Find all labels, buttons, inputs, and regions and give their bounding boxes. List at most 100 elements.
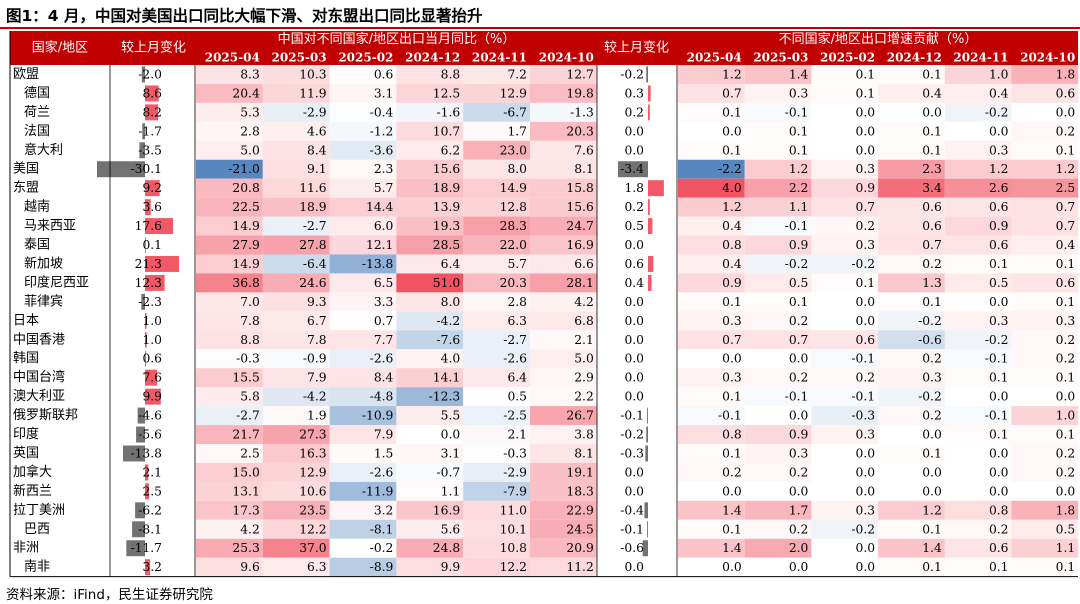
yoy-value: 12.8 bbox=[500, 200, 527, 214]
heat-cell-yoy bbox=[262, 311, 330, 331]
heat-cell-yoy bbox=[329, 83, 397, 103]
contrib-value: 0.2 bbox=[1056, 465, 1076, 479]
yoy-value: 24.5 bbox=[566, 522, 593, 536]
heat-cell-contrib bbox=[678, 273, 745, 293]
region-name: 印度 bbox=[13, 426, 39, 442]
region-name: 南非 bbox=[24, 559, 50, 575]
contrib-value: 0.3 bbox=[789, 446, 809, 460]
change-bar-contrib bbox=[647, 521, 648, 538]
change-bar-yoy bbox=[132, 521, 145, 538]
heat-cell-contrib bbox=[678, 444, 745, 463]
yoy-value: 15.5 bbox=[232, 371, 259, 385]
contrib-value: -0.1 bbox=[851, 352, 875, 366]
change-value-contrib: -0.1 bbox=[620, 409, 644, 423]
heat-cell-yoy bbox=[329, 235, 397, 255]
change-bar-yoy bbox=[142, 123, 145, 140]
contrib-value: 0.3 bbox=[856, 238, 876, 252]
contrib-value: 0.3 bbox=[1056, 314, 1076, 328]
change-bar-yoy bbox=[137, 407, 145, 424]
header-month-yoy: 2025-03 bbox=[272, 51, 327, 65]
heat-cell-contrib bbox=[944, 330, 1012, 350]
heat-cell-contrib bbox=[1011, 519, 1079, 539]
heat-cell-yoy bbox=[329, 330, 397, 350]
heat-cell-yoy bbox=[463, 292, 530, 312]
yoy-value: 11.2 bbox=[566, 560, 593, 574]
contrib-value: 0.2 bbox=[1056, 352, 1076, 366]
contrib-value: 0.0 bbox=[922, 105, 942, 119]
heat-cell-yoy bbox=[396, 368, 464, 388]
heat-cell-contrib bbox=[944, 444, 1012, 463]
change-value-yoy: -4.6 bbox=[138, 409, 162, 423]
heat-cell-contrib bbox=[678, 159, 745, 179]
heat-cell-yoy bbox=[463, 406, 530, 426]
heat-cell-yoy bbox=[196, 216, 263, 236]
heat-cell-contrib bbox=[1011, 311, 1079, 331]
contrib-value: 0.8 bbox=[722, 238, 742, 252]
heat-cell-contrib bbox=[744, 273, 812, 293]
heat-cell-yoy bbox=[329, 216, 397, 236]
heat-cell-contrib bbox=[1011, 83, 1079, 103]
heat-cell-yoy bbox=[396, 292, 464, 312]
heat-cell-contrib bbox=[744, 557, 812, 577]
yoy-value: 1.5 bbox=[374, 446, 394, 460]
yoy-value: 27.8 bbox=[299, 238, 326, 252]
yoy-value: -13.8 bbox=[362, 257, 394, 271]
heat-cell-yoy bbox=[329, 519, 397, 539]
yoy-value: 6.4 bbox=[507, 371, 527, 385]
heat-cell-contrib bbox=[878, 311, 945, 331]
region-name: 非洲 bbox=[13, 541, 39, 556]
heat-cell-contrib bbox=[944, 425, 1012, 444]
yoy-value: 3.1 bbox=[374, 86, 394, 100]
heat-cell-yoy bbox=[396, 406, 464, 426]
yoy-value: 24.8 bbox=[433, 541, 460, 555]
change-bar-contrib bbox=[648, 85, 651, 102]
yoy-value: -1.6 bbox=[436, 105, 460, 119]
heat-cell-contrib bbox=[944, 481, 1012, 501]
change-bar-contrib bbox=[648, 199, 650, 216]
heat-cell-contrib bbox=[878, 444, 945, 463]
contrib-value: 0.7 bbox=[722, 333, 742, 347]
heat-cell-yoy bbox=[329, 481, 397, 501]
header-month-contrib: 2024-10 bbox=[1020, 51, 1075, 65]
heat-cell-contrib bbox=[944, 83, 1012, 103]
heat-cell-yoy bbox=[530, 216, 597, 236]
contrib-value: 0.9 bbox=[989, 219, 1009, 233]
heat-cell-yoy bbox=[396, 254, 464, 274]
change-bar-yoy bbox=[126, 540, 145, 557]
contrib-value: 0.1 bbox=[722, 295, 742, 309]
heat-cell-yoy bbox=[463, 368, 530, 388]
yoy-value: 14.4 bbox=[366, 200, 394, 214]
yoy-value: 0.7 bbox=[374, 314, 394, 328]
yoy-value: 7.8 bbox=[240, 314, 260, 328]
contrib-value: 0.5 bbox=[989, 276, 1009, 290]
heat-cell-yoy bbox=[396, 387, 464, 407]
contrib-value: 0.0 bbox=[856, 484, 876, 498]
heat-cell-contrib bbox=[678, 349, 745, 369]
region-name: 印度尼西亚 bbox=[24, 274, 89, 290]
yoy-value: 2.1 bbox=[507, 428, 527, 442]
heat-cell-contrib bbox=[878, 538, 945, 558]
heat-cell-contrib bbox=[678, 178, 745, 198]
heat-cell-yoy bbox=[396, 462, 464, 482]
heat-cell-contrib bbox=[811, 216, 879, 236]
yoy-value: 6.5 bbox=[374, 276, 394, 290]
yoy-value: -2.7 bbox=[503, 333, 527, 347]
yoy-value: 15.0 bbox=[232, 465, 259, 479]
yoy-value: 8.4 bbox=[307, 143, 327, 157]
heat-cell-yoy bbox=[196, 292, 263, 312]
change-bar-yoy bbox=[145, 559, 151, 576]
heat-cell-contrib bbox=[878, 481, 945, 501]
heat-cell-yoy bbox=[329, 425, 397, 444]
contrib-value: 1.2 bbox=[789, 162, 809, 176]
heat-cell-contrib bbox=[811, 406, 879, 426]
yoy-value: 2.8 bbox=[507, 295, 527, 309]
contrib-value: 0.1 bbox=[1056, 143, 1076, 157]
heat-cell-yoy bbox=[329, 197, 397, 217]
yoy-value: 3.3 bbox=[374, 295, 394, 309]
heat-cell-yoy bbox=[530, 178, 597, 198]
change-value-yoy: 3.6 bbox=[142, 200, 162, 214]
heat-cell-yoy bbox=[396, 444, 464, 463]
contrib-value: 0.2 bbox=[789, 465, 809, 479]
yoy-value: 14.9 bbox=[232, 219, 259, 233]
heat-cell-yoy bbox=[463, 500, 530, 520]
